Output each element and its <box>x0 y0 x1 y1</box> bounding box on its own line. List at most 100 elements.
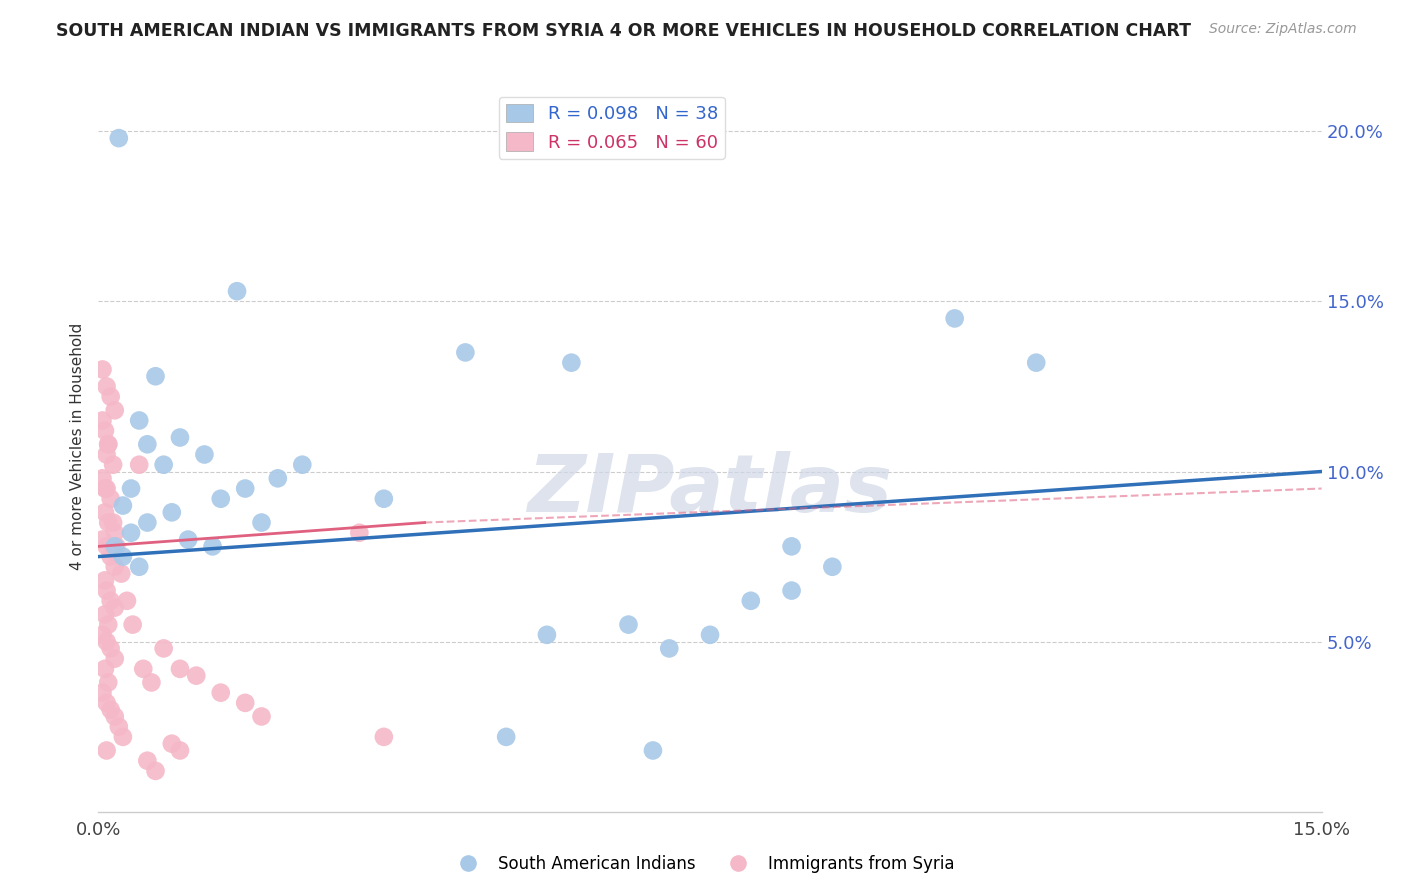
Point <box>128 559 150 574</box>
Point <box>169 430 191 444</box>
Point <box>104 559 127 574</box>
Point <box>233 482 256 496</box>
Point <box>152 458 174 472</box>
Point <box>111 549 134 564</box>
Point <box>186 668 208 682</box>
Point <box>291 458 314 472</box>
Point <box>267 471 290 485</box>
Point <box>94 607 117 622</box>
Point <box>780 540 803 554</box>
Point <box>115 594 138 608</box>
Point <box>141 675 163 690</box>
Point <box>169 743 191 757</box>
Point <box>94 574 117 588</box>
Point <box>209 491 232 506</box>
Point <box>100 390 122 404</box>
Point <box>226 284 249 298</box>
Point <box>101 458 124 472</box>
Point <box>108 720 131 734</box>
Point <box>96 634 118 648</box>
Point <box>250 709 273 723</box>
Point <box>128 458 150 472</box>
Text: SOUTH AMERICAN INDIAN VS IMMIGRANTS FROM SYRIA 4 OR MORE VEHICLES IN HOUSEHOLD C: SOUTH AMERICAN INDIAN VS IMMIGRANTS FROM… <box>56 22 1191 40</box>
Point <box>136 516 159 530</box>
Text: Source: ZipAtlas.com: Source: ZipAtlas.com <box>1209 22 1357 37</box>
Point <box>96 448 118 462</box>
Point <box>96 583 118 598</box>
Point <box>104 540 127 554</box>
Point <box>250 516 273 530</box>
Point <box>699 628 721 642</box>
Point <box>454 345 477 359</box>
Point <box>160 737 183 751</box>
Text: ZIPatlas: ZIPatlas <box>527 450 893 529</box>
Point <box>136 754 159 768</box>
Point <box>96 540 118 554</box>
Point <box>91 362 114 376</box>
Y-axis label: 4 or more Vehicles in Household: 4 or more Vehicles in Household <box>69 322 84 570</box>
Point <box>373 730 395 744</box>
Point <box>97 437 120 451</box>
Point <box>160 505 183 519</box>
Point <box>121 617 143 632</box>
Point <box>100 491 122 506</box>
Point <box>136 437 159 451</box>
Point <box>233 696 256 710</box>
Legend: South American Indians, Immigrants from Syria: South American Indians, Immigrants from … <box>446 848 960 880</box>
Point <box>100 594 122 608</box>
Point <box>96 696 118 710</box>
Point <box>177 533 200 547</box>
Legend: R = 0.098   N = 38, R = 0.065   N = 60: R = 0.098 N = 38, R = 0.065 N = 60 <box>499 96 725 159</box>
Point <box>100 703 122 717</box>
Point <box>495 730 517 744</box>
Point <box>373 491 395 506</box>
Point <box>104 709 127 723</box>
Point <box>91 413 114 427</box>
Point <box>132 662 155 676</box>
Point <box>110 566 132 581</box>
Point <box>943 311 966 326</box>
Point <box>104 403 127 417</box>
Point <box>96 482 118 496</box>
Point <box>105 540 128 554</box>
Point <box>560 356 582 370</box>
Point <box>94 424 117 438</box>
Point <box>536 628 558 642</box>
Point <box>104 525 127 540</box>
Point <box>152 641 174 656</box>
Point <box>104 651 127 665</box>
Point <box>128 413 150 427</box>
Point <box>91 471 114 485</box>
Point <box>111 499 134 513</box>
Point <box>94 482 117 496</box>
Point <box>94 505 117 519</box>
Point <box>209 686 232 700</box>
Point <box>145 764 167 778</box>
Point <box>91 533 114 547</box>
Point <box>201 540 224 554</box>
Point <box>97 437 120 451</box>
Point <box>641 743 664 757</box>
Point <box>780 583 803 598</box>
Point <box>91 628 114 642</box>
Point <box>169 662 191 676</box>
Point <box>101 516 124 530</box>
Point <box>97 675 120 690</box>
Point <box>97 617 120 632</box>
Point <box>617 617 640 632</box>
Point <box>145 369 167 384</box>
Point <box>1025 356 1047 370</box>
Point <box>120 525 142 540</box>
Point <box>91 686 114 700</box>
Point <box>658 641 681 656</box>
Point <box>104 600 127 615</box>
Point <box>821 559 844 574</box>
Point <box>108 131 131 145</box>
Point <box>94 662 117 676</box>
Point <box>193 448 215 462</box>
Point <box>96 743 118 757</box>
Point <box>349 525 371 540</box>
Point <box>111 730 134 744</box>
Point <box>96 379 118 393</box>
Point <box>100 641 122 656</box>
